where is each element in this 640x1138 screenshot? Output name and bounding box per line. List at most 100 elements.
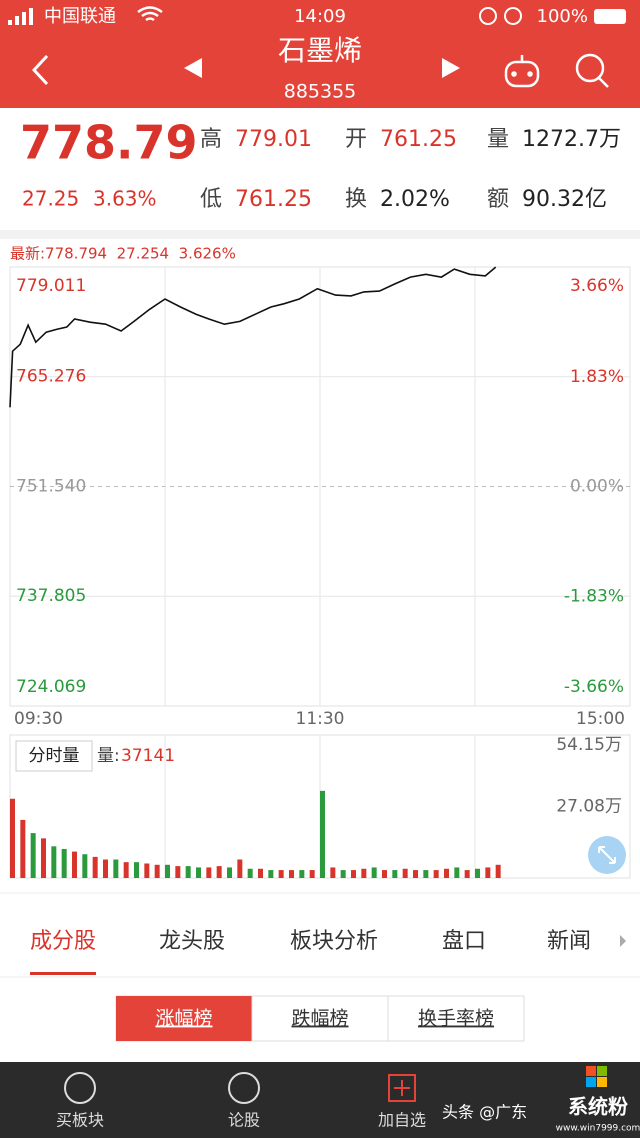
next-button[interactable] (442, 58, 460, 78)
volume-bar (299, 870, 305, 878)
volume-bar (216, 866, 222, 878)
volume-bar (485, 867, 491, 878)
y-tick-label: 724.069 (16, 677, 86, 697)
stat-value: 1272.7万 (522, 127, 621, 152)
prev-button[interactable] (184, 58, 202, 78)
volume-bar (92, 856, 98, 878)
volume-bar (361, 868, 367, 878)
volume-bar (247, 868, 253, 878)
volume-bar (413, 870, 418, 878)
back-button[interactable] (31, 54, 49, 86)
y-tick-label: 751.540 (16, 477, 86, 497)
y-tick-label: 54.15万 (556, 735, 622, 755)
y2-tick-label: 0.00% (570, 477, 624, 497)
volume-bar (227, 867, 232, 878)
nav-label[interactable]: 买板块 (56, 1111, 104, 1130)
stat-label: 高 (200, 127, 222, 152)
clock: 14:09 (294, 6, 346, 27)
volume-bar (392, 870, 398, 878)
volume-bar (165, 864, 170, 878)
nav-label[interactable]: 论股 (228, 1111, 260, 1130)
tab[interactable]: 龙头股 (159, 929, 225, 954)
tab[interactable]: 新闻 (547, 929, 591, 954)
header-bg (0, 0, 640, 108)
volume-bar (144, 863, 150, 878)
volume-bar (82, 854, 88, 878)
y2-tick-label: -3.66% (564, 677, 624, 697)
volume-bar (185, 866, 191, 878)
rank-tab-active (116, 996, 252, 1041)
stat-label: 低 (200, 187, 222, 212)
volume-bar (371, 867, 377, 878)
stat-value: 779.01 (235, 127, 312, 152)
volume-bar (340, 870, 346, 878)
volume-bar (444, 868, 449, 878)
battery-icon (594, 9, 626, 24)
charts: 3.66% 1.83% 0.00% -1.83% -3.66% 779.011 765.27… (9, 266, 630, 878)
volume-bar (423, 870, 429, 878)
signal-icon (8, 8, 33, 25)
volume-bar (72, 851, 77, 878)
volume-bar (20, 819, 26, 878)
search-button[interactable] (575, 53, 609, 88)
watermark-site: www.win7999.com (556, 1124, 640, 1134)
alarm-icon (479, 7, 497, 25)
more-tabs[interactable] (620, 935, 626, 947)
volume-bar (464, 870, 470, 878)
nav-icon (388, 1074, 416, 1102)
volume-bar (382, 870, 387, 878)
carrier: 中国联通 (44, 6, 116, 27)
volume-bar (41, 838, 46, 878)
volume-latest-label: 量: (97, 746, 120, 766)
volume-bar (196, 867, 201, 878)
volume-bar (289, 870, 294, 878)
rank-tab[interactable]: 涨幅榜 (155, 1008, 212, 1030)
volume-bar (320, 790, 325, 878)
change-pct: 3.63% (93, 187, 157, 211)
rank-tab[interactable]: 换手率榜 (418, 1008, 494, 1030)
tab[interactable]: 成分股 (30, 929, 96, 954)
watermark-brand: 系统粉 (568, 1095, 628, 1119)
volume-bar (175, 866, 181, 878)
volume-bar (475, 868, 480, 878)
volume-bar (10, 798, 15, 878)
y-tick-label: 765.276 (16, 367, 86, 387)
y-tick-label: 737.805 (16, 586, 86, 606)
info-line: 最新:778.794 27.254 3.626% (10, 245, 236, 263)
volume-bar (433, 870, 439, 878)
volume-title-box[interactable] (15, 740, 93, 772)
volume-bar (30, 833, 36, 878)
tabs: 成分股 龙头股 板块分析 盘口 新闻 (30, 929, 591, 975)
y2-tick-label: -1.83% (564, 586, 624, 606)
volume-bar (237, 859, 243, 878)
expand-icon (598, 846, 616, 864)
change: 27.25 (22, 187, 79, 211)
nav-icon (228, 1072, 260, 1104)
volume-bar (123, 862, 129, 878)
volume-bar (278, 870, 284, 878)
tab[interactable]: 盘口 (442, 929, 486, 954)
rank-tab[interactable]: 跌幅榜 (291, 1008, 348, 1030)
brand-logo (586, 1066, 607, 1087)
volume-bar (113, 859, 119, 878)
robot-button[interactable] (504, 55, 540, 88)
code: 885355 (284, 81, 357, 103)
volume-title: 分时量 (29, 746, 80, 766)
stat-label: 开 (345, 127, 367, 152)
x-tick-label: 09:30 (14, 709, 63, 729)
stat-value: 761.25 (235, 187, 312, 212)
volume-bar (330, 867, 336, 878)
nav-label[interactable]: 加自选 (378, 1111, 426, 1130)
volume-bar (51, 846, 57, 878)
separator (0, 230, 640, 239)
tab[interactable]: 板块分析 (290, 929, 378, 954)
wifi-icon (137, 6, 163, 22)
lock-icon (504, 7, 522, 25)
volume-bar (351, 870, 356, 878)
stat-value: 90.32亿 (522, 187, 607, 212)
price: 778.79 (20, 116, 198, 170)
x-tick-label: 15:00 (576, 709, 625, 729)
volume-latest: 37141 (121, 746, 175, 766)
